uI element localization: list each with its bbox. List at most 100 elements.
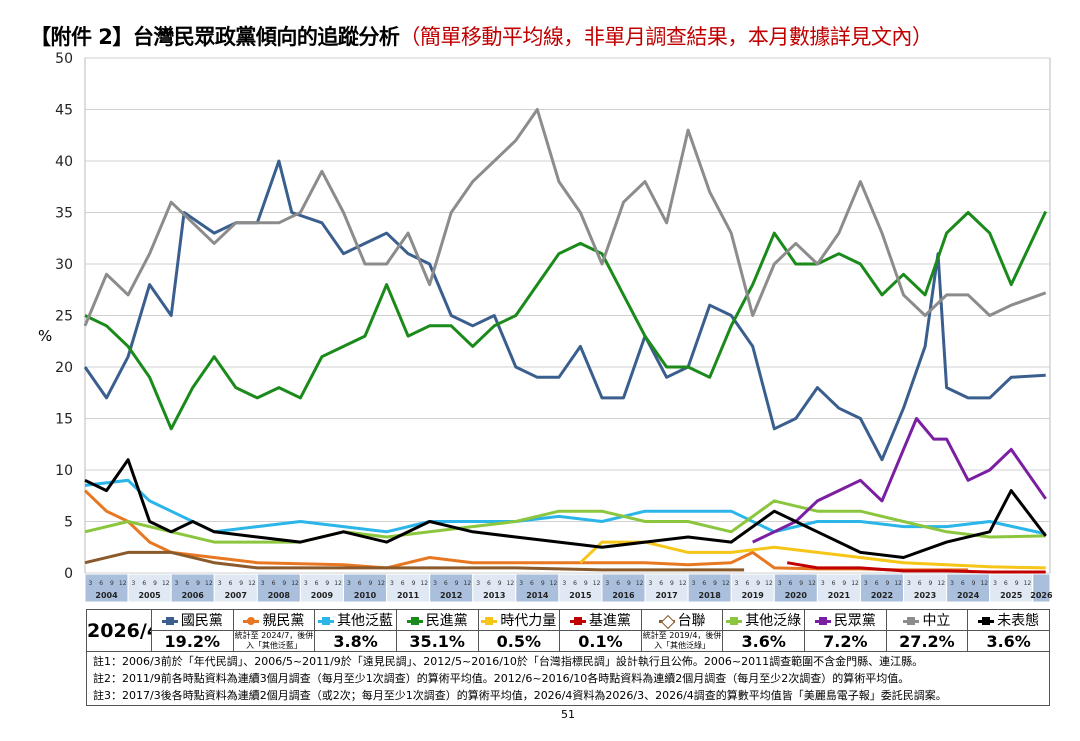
- year-label: 2016: [612, 591, 635, 600]
- month-tick: 12: [765, 580, 773, 587]
- month-tick: 6: [185, 580, 189, 587]
- year-label: 2019: [742, 591, 765, 600]
- year-label: 2012: [440, 591, 462, 600]
- legend-value: 35.1%: [395, 630, 479, 652]
- year-label: 2005: [138, 591, 161, 600]
- triangle-marker-icon: [903, 616, 920, 625]
- y-tick-label: 45: [55, 103, 73, 119]
- legend-value: 7.2%: [804, 630, 887, 652]
- legend-item: 台聯: [640, 609, 724, 631]
- month-tick: 6: [875, 580, 879, 587]
- year-label: 2017: [655, 591, 677, 600]
- year-band: [127, 573, 172, 603]
- month-tick: 6: [444, 580, 448, 587]
- month-tick: 12: [679, 580, 687, 587]
- legend-label: 時代力量: [500, 613, 557, 629]
- y-tick-label: 15: [55, 412, 73, 428]
- legend-label: 其他泛藍: [337, 613, 394, 629]
- year-band: [903, 573, 948, 603]
- month-tick: 3: [132, 580, 136, 587]
- chart-title: 【附件 2】台灣民眾政黨傾向的追蹤分析（簡單移動平均線，非單月調查結果，本月數據…: [30, 24, 933, 50]
- year-band: [386, 573, 431, 603]
- month-tick: 6: [228, 580, 232, 587]
- legend-label: 台聯: [677, 613, 706, 629]
- triangle-marker-icon: [978, 616, 995, 625]
- month-tick: 3: [304, 580, 308, 587]
- year-label: 2026: [1030, 591, 1053, 600]
- legend-value: 3.6%: [967, 630, 1050, 652]
- legend-value: 0.5%: [477, 630, 561, 652]
- legend-date: 2026/4: [86, 609, 152, 652]
- month-tick: 6: [573, 580, 577, 587]
- year-label: 2018: [699, 591, 722, 600]
- y-tick-label: 25: [55, 309, 73, 325]
- year-label: 2004: [95, 591, 118, 600]
- month-tick: 9: [498, 580, 502, 587]
- month-tick: 12: [550, 580, 558, 587]
- series-line-其他泛綠: [84, 499, 1046, 544]
- month-tick: 12: [851, 580, 859, 587]
- title-main: 【附件 2】台灣民眾政黨傾向的追蹤分析: [30, 25, 400, 49]
- month-tick: 3: [562, 580, 566, 587]
- footnotes: 註1：2006/3前於「年代民調」、2006/5~2011/9於「遠見民調」、2…: [86, 652, 1050, 706]
- month-tick: 12: [722, 580, 730, 587]
- square-marker-icon: [406, 616, 423, 625]
- month-tick: 6: [530, 580, 534, 587]
- legend-item: 其他泛綠: [722, 609, 805, 631]
- year-label: 2011: [397, 591, 420, 600]
- month-tick: 3: [605, 580, 609, 587]
- month-tick: 6: [487, 580, 491, 587]
- page-number: 51: [561, 708, 575, 721]
- year-label: 2015: [569, 591, 592, 600]
- month-tick: 12: [291, 580, 299, 587]
- year-label: 2022: [871, 591, 893, 600]
- note-3: 註3：2017/3後各時點資料為連續2個月調查（或2次；每月至少1次調查）的算術…: [93, 689, 947, 702]
- month-tick: 9: [885, 580, 889, 587]
- month-tick: 9: [627, 580, 631, 587]
- month-tick: 12: [808, 580, 816, 587]
- year-label: 2007: [225, 591, 247, 600]
- month-tick: 3: [433, 580, 437, 587]
- series-line-民進黨: [84, 210, 1048, 431]
- year-label: 2008: [268, 591, 291, 600]
- note-2: 註2：2011/9前各時點資料為連續3個月調查（每月至少1次調查）的算術平均值。…: [93, 672, 910, 685]
- month-tick: 3: [993, 580, 997, 587]
- month-tick: 3: [261, 580, 265, 587]
- series-line-民眾黨: [752, 417, 1047, 544]
- month-tick: 3: [390, 580, 394, 587]
- legend-value: 27.2%: [885, 630, 969, 652]
- month-tick: 3: [778, 580, 782, 587]
- month-tick: 9: [455, 580, 459, 587]
- year-band: [342, 573, 388, 603]
- month-tick: 9: [713, 580, 717, 587]
- legend-item: 國民黨: [151, 609, 234, 631]
- year-label: 2024: [957, 591, 980, 600]
- y-tick-label: 20: [55, 360, 73, 376]
- year-label: 2020: [785, 591, 808, 600]
- month-tick: 9: [412, 580, 416, 587]
- month-tick: 12: [894, 580, 902, 587]
- year-label: 2023: [914, 591, 936, 600]
- cross-marker-icon: [481, 616, 498, 625]
- year-label: 2006: [182, 591, 205, 600]
- month-tick: 3: [476, 580, 480, 587]
- month-tick: 9: [670, 580, 674, 587]
- year-band: [644, 573, 689, 603]
- y-tick-label: 50: [55, 51, 73, 67]
- month-tick: 3: [692, 580, 696, 587]
- month-tick: 3: [735, 580, 739, 587]
- year-band: [816, 573, 861, 603]
- month-tick: 6: [659, 580, 663, 587]
- legend-label: 其他泛綠: [745, 613, 802, 629]
- year-label: 2014: [526, 591, 549, 600]
- series-line-親民黨: [83, 489, 969, 572]
- month-tick: 12: [507, 580, 515, 587]
- legend-label: 親民黨: [262, 613, 305, 629]
- month-tick: 12: [980, 580, 988, 587]
- year-label: 2021: [828, 591, 851, 600]
- month-tick: 6: [315, 580, 319, 587]
- month-tick: 12: [119, 580, 127, 587]
- legend-item: 基進黨: [559, 609, 642, 631]
- year-band: [429, 573, 474, 603]
- legend-item: 民眾黨: [804, 609, 887, 631]
